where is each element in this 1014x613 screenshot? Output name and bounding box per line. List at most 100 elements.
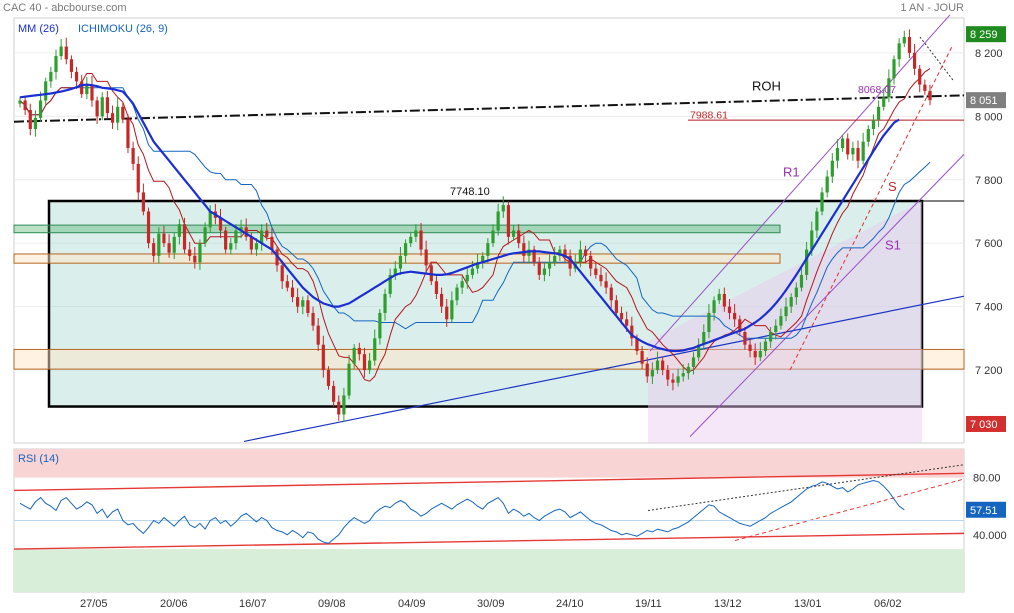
candle-body: [157, 233, 161, 256]
candle-body: [398, 255, 403, 269]
short-dotted-line: [919, 36, 955, 82]
rsi-lower-trendline: [13, 532, 965, 550]
candle-body: [110, 113, 115, 123]
candle-body: [182, 224, 187, 250]
rsi-line: [19, 479, 905, 544]
candle-body: [840, 138, 845, 149]
candle-body: [470, 268, 475, 275]
candle-body: [54, 56, 58, 72]
candle-body: [254, 243, 259, 250]
candle-body: [229, 243, 233, 250]
candle-body: [907, 37, 912, 53]
candle-body: [403, 243, 408, 256]
candle-body: [203, 227, 207, 244]
low-price-badge-bg: [966, 415, 1006, 432]
candle-body: [296, 297, 300, 307]
candle-body: [414, 230, 418, 237]
candle-body: [876, 106, 881, 120]
candle-body: [152, 243, 156, 256]
x-axis-tick: 04/09: [398, 598, 426, 610]
candle-body: [866, 129, 870, 142]
candle-body: [537, 262, 541, 275]
low-price-badge: 7 030: [970, 419, 998, 431]
s1-label: S1: [885, 238, 901, 253]
candle-body: [604, 281, 608, 288]
candle-body: [666, 370, 670, 380]
candle-body: [177, 224, 181, 237]
candle-body: [198, 243, 202, 263]
candle-body: [280, 265, 284, 282]
candle-body: [260, 230, 264, 244]
candle-body: [496, 211, 500, 231]
candle-body: [820, 192, 824, 212]
candle-body: [409, 236, 413, 244]
rsi-axis-tick: 80.00: [973, 473, 1001, 485]
candle-body: [419, 230, 423, 250]
support-band-green: [13, 224, 781, 234]
candle-body: [614, 300, 618, 313]
candle-body: [481, 255, 485, 263]
candle-body: [882, 97, 886, 107]
candle-body: [342, 395, 346, 415]
candle-body: [522, 243, 526, 256]
high-price-badge-bg: [966, 26, 1006, 43]
candle-body: [162, 233, 166, 244]
price-axis-tick: 7 400: [975, 302, 1003, 314]
candle-body: [815, 211, 819, 231]
candle-body: [640, 351, 644, 364]
resistance-band-orange: [13, 253, 781, 264]
candle-body: [80, 81, 84, 95]
candle-body: [131, 148, 135, 164]
candle-body: [193, 255, 197, 263]
x-axis-tick: 06/02: [874, 598, 902, 610]
price-axis-tick: 7 800: [975, 175, 1003, 187]
candle-body: [321, 344, 325, 371]
candle-body: [486, 243, 490, 256]
price-axis-tick: 8 200: [975, 48, 1003, 60]
level-label: 7988.61: [690, 110, 728, 122]
candle-body: [928, 90, 932, 101]
ichimoku-tenkan-line: [19, 68, 931, 382]
ichimoku-kijun-line: [19, 87, 931, 339]
candle-body: [871, 119, 876, 130]
legend-ichimoku: ICHIMOKU (26, 9): [78, 23, 168, 35]
candle-body: [630, 325, 634, 339]
candle-body: [655, 360, 660, 371]
price-axis-tick: 7 600: [975, 238, 1003, 250]
candle-body: [121, 106, 125, 120]
period-label: 1 AN - JOUR: [900, 2, 964, 14]
candle-body: [918, 68, 922, 85]
candle-body: [95, 100, 99, 117]
price-axis-tick: 7 200: [975, 365, 1003, 377]
candle-body: [74, 71, 79, 82]
candle-body: [445, 306, 449, 320]
candle-body: [697, 344, 701, 358]
candle-body: [686, 366, 690, 374]
candle-body: [568, 255, 572, 269]
candle-body: [306, 300, 310, 313]
candle-body: [90, 84, 94, 101]
candle-body: [558, 249, 562, 256]
candle-body: [59, 46, 63, 57]
candle-body: [439, 293, 444, 307]
candle-body: [434, 281, 439, 294]
candle-body: [465, 274, 469, 282]
candle-body: [44, 81, 48, 101]
x-axis-tick: 13/12: [714, 598, 742, 610]
rsi-axis-tick: 40.000: [973, 530, 1007, 542]
candle-body: [846, 138, 850, 155]
candle-body: [100, 97, 104, 117]
candle-body: [501, 205, 505, 212]
candle-body: [609, 287, 613, 301]
candle-body: [733, 312, 737, 320]
rsi-dashed-trendline: [734, 478, 965, 542]
candle-body: [738, 319, 742, 332]
candle-body: [450, 300, 454, 320]
candle-body: [167, 243, 171, 253]
candle-body: [28, 109, 32, 130]
candle-body: [326, 370, 331, 386]
candle-body: [244, 227, 248, 237]
candle-body: [64, 46, 68, 60]
candle-body: [542, 268, 547, 275]
